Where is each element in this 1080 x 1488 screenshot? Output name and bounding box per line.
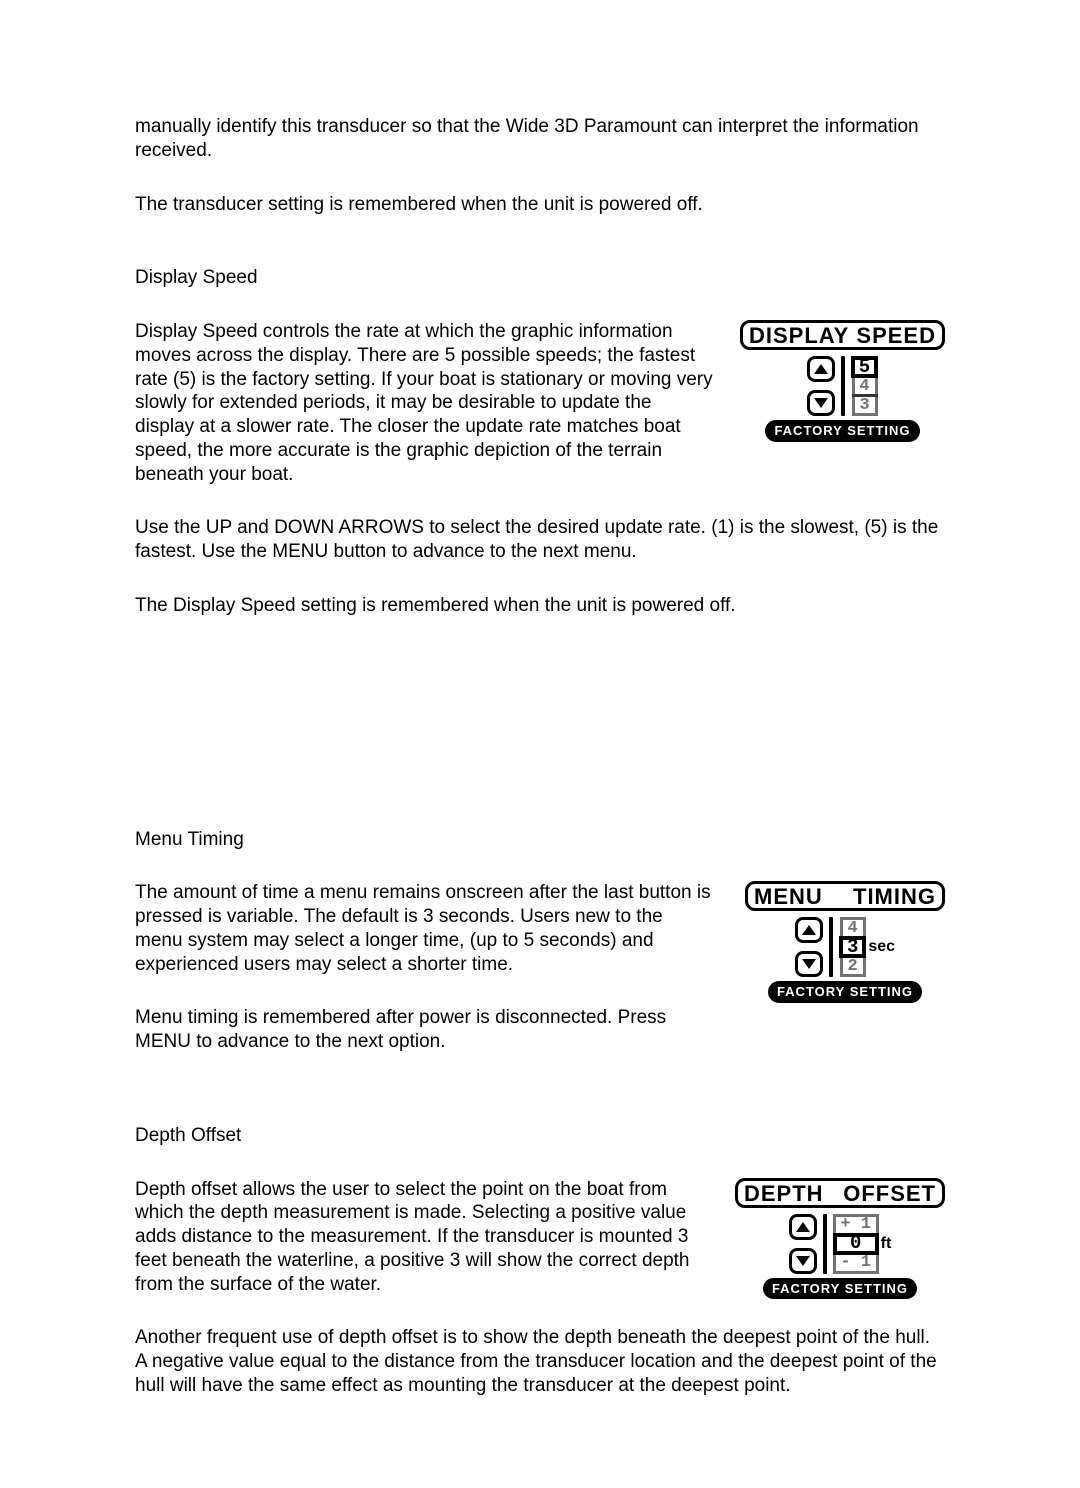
unit-label: sec: [868, 937, 895, 957]
value-option: - 1: [833, 1252, 879, 1274]
value-list: + 1 0 - 1: [833, 1214, 879, 1274]
display-speed-widget: DISPLAY SPEED 5 4 3 FACTORY SETTING: [740, 320, 945, 442]
widget-footer: FACTORY SETTING: [763, 1278, 917, 1300]
display-speed-paragraph-3: The Display Speed setting is remembered …: [135, 594, 945, 618]
menu-timing-paragraph-1: The amount of time a menu remains onscre…: [135, 881, 715, 976]
depth-offset-block: DEPTH OFFSET + 1 0 - 1: [135, 1178, 945, 1398]
widget-title-left: MENU: [754, 885, 823, 908]
value-option: + 1: [833, 1214, 879, 1236]
divider: [841, 356, 845, 416]
divider: [823, 1214, 827, 1274]
value-option: 2: [840, 955, 866, 977]
display-speed-heading: Display Speed: [135, 266, 945, 290]
depth-offset-paragraph-2: Another frequent use of depth offset is …: [135, 1326, 945, 1397]
depth-offset-paragraph-1: Depth offset allows the user to select t…: [135, 1178, 715, 1297]
manual-page: manually identify this transducer so tha…: [0, 0, 1080, 1488]
widget-footer: FACTORY SETTING: [768, 981, 922, 1003]
menu-timing-widget: MENU TIMING 4 3 2 sec: [745, 881, 945, 1003]
value-option: 4: [840, 917, 866, 939]
value-list: 5 4 3: [851, 356, 878, 416]
depth-offset-widget: DEPTH OFFSET + 1 0 - 1: [735, 1178, 945, 1300]
arrow-up-icon: [796, 1222, 810, 1232]
divider: [829, 917, 833, 977]
widget-title: DEPTH OFFSET: [735, 1178, 945, 1208]
down-arrow-button[interactable]: [795, 951, 823, 977]
value-option: 3: [852, 394, 878, 416]
widget-title-right: OFFSET: [843, 1182, 936, 1205]
widget-title-right: TIMING: [853, 885, 936, 908]
widget-title: DISPLAY SPEED: [740, 320, 945, 350]
widget-footer: FACTORY SETTING: [765, 420, 919, 442]
arrow-down-icon: [796, 1256, 810, 1266]
arrow-down-icon: [814, 398, 828, 408]
menu-timing-paragraph-2: Menu timing is remembered after power is…: [135, 1006, 715, 1054]
up-arrow-button[interactable]: [795, 917, 823, 943]
intro-paragraph-1: manually identify this transducer so tha…: [135, 115, 945, 163]
unit-label: ft: [881, 1234, 892, 1254]
display-speed-block: DISPLAY SPEED 5 4 3 FACTORY SETTING: [135, 320, 945, 564]
intro-paragraph-2: The transducer setting is remembered whe…: [135, 193, 945, 217]
down-arrow-button[interactable]: [789, 1248, 817, 1274]
arrow-up-icon: [802, 925, 816, 935]
widget-title-left: DISPLAY: [749, 324, 849, 347]
menu-timing-heading: Menu Timing: [135, 828, 945, 852]
widget-title-left: DEPTH: [744, 1182, 824, 1205]
menu-timing-block: MENU TIMING 4 3 2 sec: [135, 881, 945, 1054]
up-arrow-button[interactable]: [789, 1214, 817, 1240]
display-speed-paragraph-2: Use the UP and DOWN ARROWS to select the…: [135, 516, 945, 564]
depth-offset-heading: Depth Offset: [135, 1124, 945, 1148]
down-arrow-button[interactable]: [807, 390, 835, 416]
widget-title: MENU TIMING: [745, 881, 945, 911]
arrow-up-icon: [814, 364, 828, 374]
display-speed-paragraph-1: Display Speed controls the rate at which…: [135, 320, 715, 486]
arrow-down-icon: [802, 959, 816, 969]
widget-title-right: SPEED: [856, 324, 936, 347]
value-list: 4 3 2: [839, 917, 866, 977]
up-arrow-button[interactable]: [807, 356, 835, 382]
